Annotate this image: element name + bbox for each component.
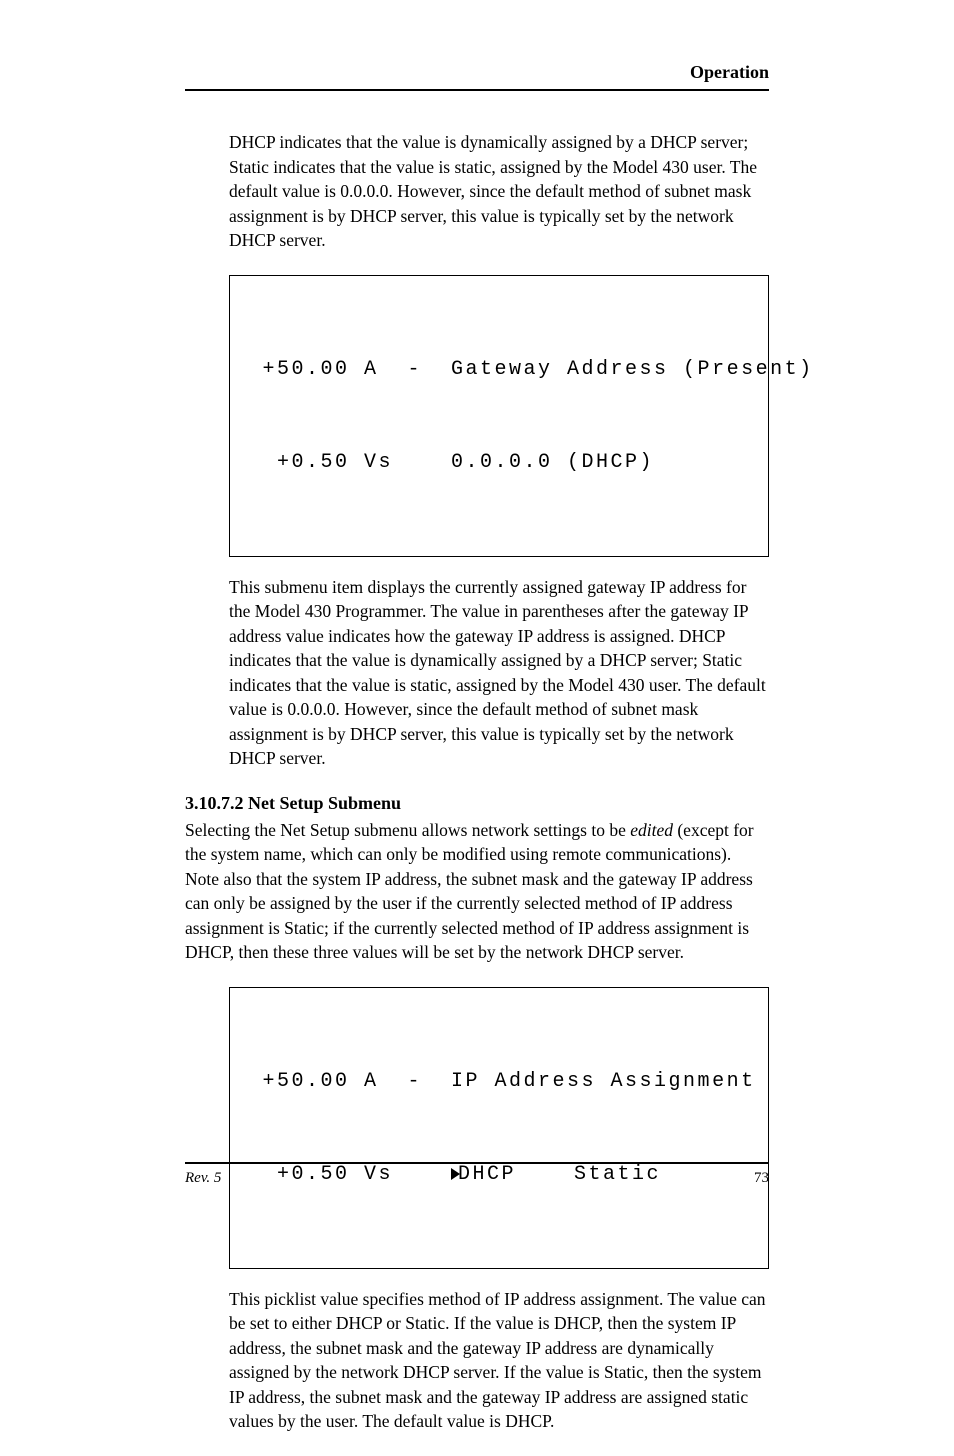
footer-row: Rev. 5 73 [185,1170,769,1187]
text-run: (except for the system name, which can o… [185,820,754,963]
footer-revision: Rev. 5 [185,1170,221,1187]
lcd-line-1: +50.00 A - IP Address Assignment [248,1066,750,1097]
header-rule [185,89,769,91]
paragraph-subnet-dhcp: DHCP indicates that the value is dynamic… [229,130,769,253]
page-header: Operation [185,62,769,91]
footer-rule [185,1162,769,1164]
lcd-gateway-address: +50.00 A - Gateway Address (Present) +0.… [229,275,769,557]
lcd-ip-assignment: +50.00 A - IP Address Assignment +0.50 V… [229,987,769,1269]
text-run: Selecting the Net Setup submenu allows n… [185,820,630,840]
header-title: Operation [185,62,769,83]
lcd-line-2: +0.50 Vs 0.0.0.0 (DHCP) [248,447,750,478]
paragraph-gateway-explain: This submenu item displays the currently… [229,575,769,771]
page-footer: Rev. 5 73 [185,1162,769,1187]
paragraph-net-setup-intro: Selecting the Net Setup submenu allows n… [185,818,769,965]
page: Operation DHCP indicates that the value … [0,0,954,1235]
page-content: DHCP indicates that the value is dynamic… [185,130,769,1456]
footer-page-number: 73 [754,1170,769,1187]
lcd-line-1: +50.00 A - Gateway Address (Present) [248,354,750,385]
section-heading-net-setup: 3.10.7.2 Net Setup Submenu [185,793,769,814]
text-emphasis: edited [630,820,673,840]
paragraph-ip-assignment-explain: This picklist value specifies method of … [229,1287,769,1434]
